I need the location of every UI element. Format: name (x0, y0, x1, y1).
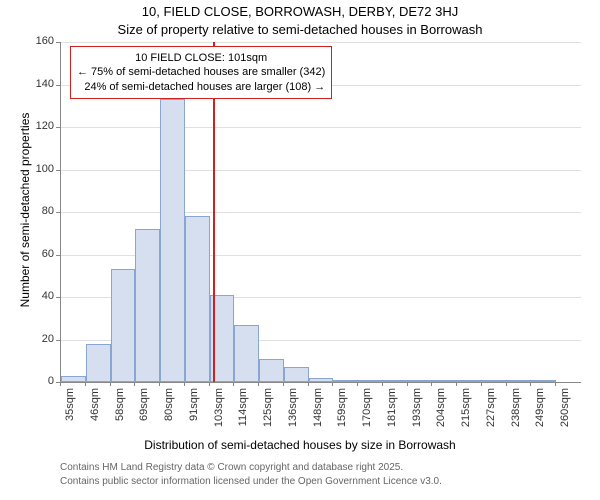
histogram-bar (135, 229, 160, 382)
histogram-bar (482, 380, 507, 382)
x-tick-mark (60, 382, 61, 386)
histogram-bar (432, 380, 457, 382)
x-tick-label: 58sqm (114, 388, 126, 448)
x-tick-label: 249sqm (534, 388, 546, 448)
gridline (61, 170, 581, 171)
histogram-bar (408, 380, 433, 382)
histogram-bar (185, 216, 210, 382)
x-tick-mark (481, 382, 482, 386)
annotation-line3: 24% of semi-detached houses are larger (… (77, 80, 325, 94)
footer-line2: Contains public sector information licen… (60, 476, 442, 487)
x-tick-label: 204sqm (435, 388, 447, 448)
x-tick-label: 181sqm (386, 388, 398, 448)
x-tick-label: 114sqm (237, 388, 249, 448)
annotation-line1: 10 FIELD CLOSE: 101sqm (77, 51, 325, 65)
y-tick-label: 140 (14, 78, 54, 90)
histogram-bar (284, 367, 309, 382)
x-tick-mark (555, 382, 556, 386)
x-tick-label: 91sqm (188, 388, 200, 448)
x-tick-mark (85, 382, 86, 386)
y-tick-mark (56, 212, 60, 213)
y-tick-label: 40 (14, 290, 54, 302)
y-tick-mark (56, 340, 60, 341)
y-tick-label: 60 (14, 248, 54, 260)
histogram-bar (457, 380, 482, 382)
x-tick-label: 170sqm (361, 388, 373, 448)
x-tick-mark (357, 382, 358, 386)
x-tick-label: 148sqm (312, 388, 324, 448)
x-tick-label: 238sqm (510, 388, 522, 448)
x-tick-mark (283, 382, 284, 386)
footer-line1: Contains HM Land Registry data © Crown c… (60, 462, 403, 473)
x-tick-label: 69sqm (138, 388, 150, 448)
x-tick-label: 159sqm (336, 388, 348, 448)
histogram-bar (160, 99, 185, 382)
x-tick-mark (159, 382, 160, 386)
histogram-bar (358, 380, 383, 382)
histogram-bar (86, 344, 111, 382)
y-tick-label: 100 (14, 163, 54, 175)
x-tick-label: 46sqm (89, 388, 101, 448)
y-tick-mark (56, 85, 60, 86)
y-tick-label: 120 (14, 120, 54, 132)
x-tick-mark (530, 382, 531, 386)
chart-title-line1: 10, FIELD CLOSE, BORROWASH, DERBY, DE72 … (0, 4, 600, 19)
x-tick-mark (134, 382, 135, 386)
y-tick-label: 0 (14, 375, 54, 387)
y-tick-label: 20 (14, 333, 54, 345)
histogram-bar (111, 269, 136, 382)
annotation-line2: ← 75% of semi-detached houses are smalle… (77, 65, 325, 79)
x-tick-label: 227sqm (485, 388, 497, 448)
y-tick-mark (56, 297, 60, 298)
x-tick-mark (332, 382, 333, 386)
y-tick-mark (56, 127, 60, 128)
y-tick-label: 160 (14, 35, 54, 47)
x-tick-mark (233, 382, 234, 386)
y-tick-label: 80 (14, 205, 54, 217)
histogram-bar (383, 380, 408, 382)
histogram-bar (531, 380, 556, 382)
y-tick-mark (56, 42, 60, 43)
gridline (61, 42, 581, 43)
histogram-bar (61, 376, 86, 382)
x-tick-label: 103sqm (213, 388, 225, 448)
gridline (61, 212, 581, 213)
gridline (61, 127, 581, 128)
x-tick-label: 215sqm (460, 388, 472, 448)
x-tick-mark (110, 382, 111, 386)
x-tick-mark (506, 382, 507, 386)
x-tick-label: 193sqm (411, 388, 423, 448)
y-tick-mark (56, 255, 60, 256)
chart-container: 10, FIELD CLOSE, BORROWASH, DERBY, DE72 … (0, 0, 600, 500)
histogram-bar (309, 378, 334, 382)
histogram-bar (333, 380, 358, 382)
x-tick-label: 136sqm (287, 388, 299, 448)
histogram-bar (259, 359, 284, 382)
chart-title-line2: Size of property relative to semi-detach… (0, 22, 600, 37)
x-tick-mark (431, 382, 432, 386)
x-tick-label: 260sqm (559, 388, 571, 448)
histogram-bar (507, 380, 532, 382)
x-tick-mark (308, 382, 309, 386)
x-tick-mark (184, 382, 185, 386)
x-tick-mark (382, 382, 383, 386)
x-tick-mark (258, 382, 259, 386)
y-tick-mark (56, 170, 60, 171)
x-tick-mark (456, 382, 457, 386)
annotation-box: 10 FIELD CLOSE: 101sqm← 75% of semi-deta… (70, 46, 332, 99)
x-tick-mark (209, 382, 210, 386)
x-tick-mark (407, 382, 408, 386)
x-tick-label: 80sqm (163, 388, 175, 448)
x-tick-label: 35sqm (64, 388, 76, 448)
histogram-bar (234, 325, 259, 382)
x-tick-label: 125sqm (262, 388, 274, 448)
